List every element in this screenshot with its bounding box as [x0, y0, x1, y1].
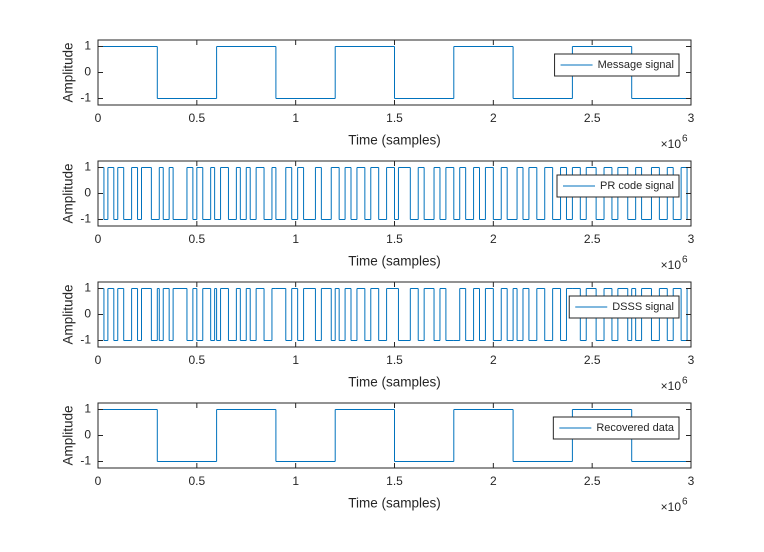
x-tick-label: 0 — [95, 232, 102, 246]
y-tick-label: 1 — [84, 281, 91, 295]
x-tick-label: 0.5 — [188, 111, 205, 125]
legend: DSSS signal — [568, 295, 680, 319]
plot-area — [98, 46, 691, 99]
plot-area — [98, 288, 691, 341]
legend: Recovered data — [552, 416, 680, 440]
x-tick-label: 0.5 — [188, 353, 205, 367]
x-tick-label: 1.5 — [386, 232, 403, 246]
y-axis-label: Amplitude — [61, 405, 76, 465]
subplot: 0 0.5 1 1.5 2 2.5 3 -1 0 1 Time (samples) Amplitude… — [61, 39, 695, 152]
x-multiplier-base: ×10 — [661, 258, 682, 272]
legend: Message signal — [554, 53, 680, 77]
y-tick-label: -1 — [80, 454, 91, 468]
x-multiplier-base: ×10 — [661, 137, 682, 151]
x-multiplier-power: 6 — [682, 134, 688, 145]
x-tick-label: 1 — [292, 474, 299, 488]
y-tick-label: -1 — [80, 333, 91, 347]
subplot: 0 0.5 1 1.5 2 2.5 3 -1 0 1 Time (samples) Amplitude… — [61, 160, 695, 273]
legend-label: DSSS signal — [612, 301, 674, 313]
y-tick-label: 0 — [84, 307, 91, 321]
x-multiplier-power: 6 — [682, 376, 688, 387]
x-multiplier-base: ×10 — [661, 379, 682, 393]
x-tick-label: 3 — [688, 111, 695, 125]
x-tick-label: 2 — [490, 353, 497, 367]
x-tick-label: 2 — [490, 474, 497, 488]
x-axis-label: Time (samples) — [348, 254, 441, 269]
x-multiplier-base: ×10 — [661, 500, 682, 514]
y-tick-label: 1 — [84, 402, 91, 416]
y-tick-label: 0 — [84, 186, 91, 200]
legend: PR code signal — [556, 174, 680, 198]
x-tick-label: 0.5 — [188, 232, 205, 246]
legend-label: Recovered data — [596, 422, 675, 434]
x-tick-label: 2 — [490, 232, 497, 246]
x-tick-label: 0.5 — [188, 474, 205, 488]
x-tick-label: 3 — [688, 353, 695, 367]
subplot: 0 0.5 1 1.5 2 2.5 3 -1 0 1 Time (samples) Amplitude… — [61, 281, 695, 394]
plot-area — [98, 409, 691, 462]
x-tick-label: 2 — [490, 111, 497, 125]
y-axis-label: Amplitude — [61, 163, 76, 223]
x-axis-label: Time (samples) — [348, 133, 441, 148]
y-tick-label: 1 — [84, 39, 91, 53]
y-tick-label: -1 — [80, 91, 91, 105]
y-tick-label: 0 — [84, 65, 91, 79]
legend-label: PR code signal — [600, 180, 674, 192]
x-tick-label: 1.5 — [386, 474, 403, 488]
x-tick-label: 1.5 — [386, 353, 403, 367]
x-multiplier-power: 6 — [682, 255, 688, 266]
x-tick-label: 0 — [95, 353, 102, 367]
plot-area — [98, 167, 691, 220]
x-tick-label: 0 — [95, 111, 102, 125]
legend-box — [568, 295, 680, 319]
x-multiplier-power: 6 — [682, 497, 688, 508]
y-tick-label: 0 — [84, 428, 91, 442]
y-tick-label: 1 — [84, 160, 91, 174]
x-tick-label: 0 — [95, 474, 102, 488]
x-tick-label: 1.5 — [386, 111, 403, 125]
x-axis-label: Time (samples) — [348, 496, 441, 511]
x-axis-label: Time (samples) — [348, 375, 441, 390]
legend-box — [552, 416, 680, 440]
x-tick-label: 3 — [688, 474, 695, 488]
x-tick-label: 2.5 — [584, 474, 601, 488]
x-tick-label: 2.5 — [584, 353, 601, 367]
legend-box — [554, 53, 680, 77]
x-tick-label: 1 — [292, 232, 299, 246]
y-axis-label: Amplitude — [61, 284, 76, 344]
legend-box — [556, 174, 680, 198]
x-tick-label: 1 — [292, 111, 299, 125]
subplot: 0 0.5 1 1.5 2 2.5 3 -1 0 1 Time (samples) Amplitude… — [61, 402, 695, 515]
x-tick-label: 2.5 — [584, 232, 601, 246]
y-tick-label: -1 — [80, 212, 91, 226]
x-tick-label: 1 — [292, 353, 299, 367]
x-tick-label: 3 — [688, 232, 695, 246]
legend-label: Message signal — [598, 59, 674, 71]
x-tick-label: 2.5 — [584, 111, 601, 125]
y-axis-label: Amplitude — [61, 42, 76, 102]
